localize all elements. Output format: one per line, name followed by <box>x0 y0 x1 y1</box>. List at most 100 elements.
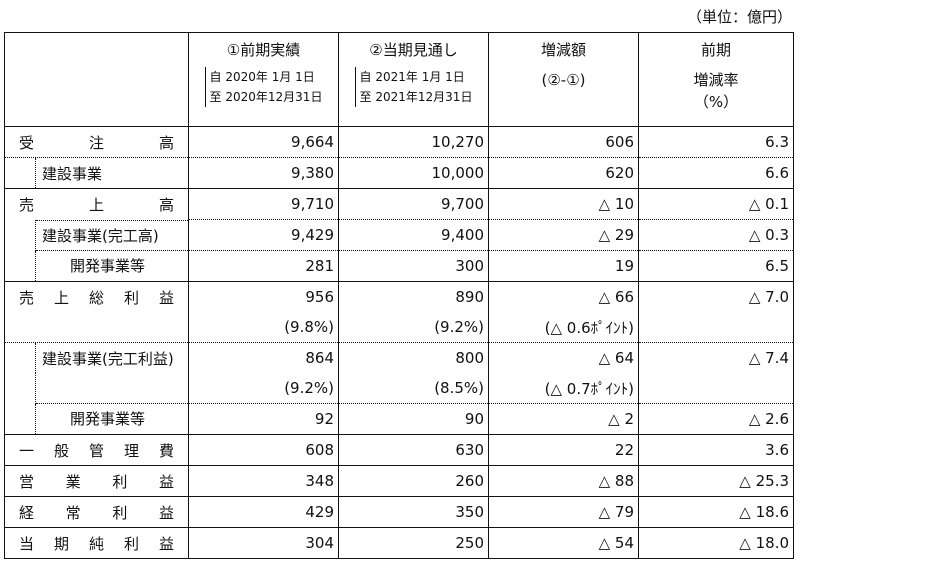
row-label: 開発事業等 <box>4 250 189 282</box>
period-to: 至 2021年12月31日 <box>359 90 473 104</box>
table-row: 売上総利益 956 890 △ 66 △ 7.0 <box>4 281 794 312</box>
header-col1-period: 自 2020年 1月 1日 至 2020年12月31日 <box>204 67 323 107</box>
cell-prior: 281 <box>188 250 339 282</box>
cell-prior: 9,710 <box>188 188 339 220</box>
cell-change: △ 54 <box>488 527 639 559</box>
table-row: 受注高 9,664 10,270 606 6.3 <box>4 126 794 158</box>
table-row: 売上高 9,710 9,700 △ 10 △ 0.1 <box>4 188 794 220</box>
cell-forecast: 9,700 <box>338 188 489 220</box>
cell-forecast: 630 <box>338 434 489 466</box>
cell-rate: △ 25.3 <box>638 465 794 497</box>
row-label: 売上総利益 <box>4 281 189 312</box>
header-col2-title: ②当期見通し <box>369 41 458 59</box>
cell-forecast: 10,000 <box>338 157 489 189</box>
cell-rate-blank <box>638 312 794 343</box>
cell-change: 19 <box>488 250 639 282</box>
cell-rate: △ 18.0 <box>638 527 794 559</box>
cell-prior-pct: (9.8%) <box>188 312 339 343</box>
header-col4-title: 前期 <box>700 41 731 59</box>
row-label: 建設事業(完工高) <box>4 219 189 251</box>
row-label: 当期純利益 <box>4 527 189 559</box>
cell-forecast: 890 <box>338 281 489 312</box>
table-row: 開発事業等 92 90 △ 2 △ 2.6 <box>4 403 794 435</box>
cell-change: △ 88 <box>488 465 639 497</box>
cell-change: △ 66 <box>488 281 639 312</box>
cell-forecast: 9,400 <box>338 219 489 251</box>
header-col4-sub2: （%） <box>693 93 739 111</box>
table-row: 当期純利益 304 250 △ 54 △ 18.0 <box>4 527 794 559</box>
cell-prior: 9,664 <box>188 126 339 158</box>
period-from: 自 2020年 1月 1日 <box>209 70 315 84</box>
cell-prior: 9,380 <box>188 157 339 189</box>
cell-forecast: 350 <box>338 496 489 528</box>
cell-rate: △ 0.3 <box>638 219 794 251</box>
cell-change: △ 10 <box>488 188 639 220</box>
cell-prior: 92 <box>188 403 339 435</box>
cell-change: △ 2 <box>488 403 639 435</box>
table-row: 建設事業 9,380 10,000 620 6.6 <box>4 157 794 189</box>
row-label-cont <box>4 373 189 404</box>
unit-label: （単位：億円） <box>686 8 792 26</box>
table-row-sub: (9.8%) (9.2%) (△ 0.6ﾎﾟｲﾝﾄ) <box>4 312 794 343</box>
cell-forecast: 300 <box>338 250 489 282</box>
table-row: 経常利益 429 350 △ 79 △ 18.6 <box>4 496 794 528</box>
header-blank <box>4 32 189 127</box>
row-label: 建設事業 <box>4 157 189 189</box>
cell-forecast: 250 <box>338 527 489 559</box>
period-to: 至 2020年12月31日 <box>209 90 323 104</box>
table-row: 営業利益 348 260 △ 88 △ 25.3 <box>4 465 794 497</box>
cell-prior: 429 <box>188 496 339 528</box>
row-label: 一般管理費 <box>4 434 189 466</box>
header-row: ①前期実績 自 2020年 1月 1日 至 2020年12月31日 ②当期見通し… <box>4 32 794 127</box>
cell-rate: 3.6 <box>638 434 794 466</box>
cell-prior: 9,429 <box>188 219 339 251</box>
cell-rate: 6.5 <box>638 250 794 282</box>
header-col4-sub1: 増減率 <box>693 71 739 89</box>
cell-change: 606 <box>488 126 639 158</box>
row-label: 売上高 <box>4 188 189 220</box>
table-row: 建設事業(完工利益) 864 800 △ 64 △ 7.4 <box>4 342 794 373</box>
header-col3-title: 増減額 <box>540 41 586 59</box>
row-label: 開発事業等 <box>4 403 189 435</box>
cell-change: 22 <box>488 434 639 466</box>
cell-prior: 956 <box>188 281 339 312</box>
row-label: 受注高 <box>4 126 189 158</box>
period-from: 自 2021年 1月 1日 <box>359 70 465 84</box>
cell-change-pct: (△ 0.7ﾎﾟｲﾝﾄ) <box>488 373 639 404</box>
cell-rate: △ 18.6 <box>638 496 794 528</box>
cell-forecast-pct: (9.2%) <box>338 312 489 343</box>
row-label-cont <box>4 312 189 343</box>
cell-rate: △ 2.6 <box>638 403 794 435</box>
header-col3-sub: (②-①) <box>541 71 586 89</box>
table-row: 建設事業(完工高) 9,429 9,400 △ 29 △ 0.3 <box>4 219 794 251</box>
header-prior-actual: ①前期実績 自 2020年 1月 1日 至 2020年12月31日 <box>188 32 339 127</box>
cell-change: △ 79 <box>488 496 639 528</box>
header-change-amount: 増減額 (②-①) <box>488 32 639 127</box>
cell-prior: 304 <box>188 527 339 559</box>
row-label: 建設事業(完工利益) <box>4 342 189 373</box>
cell-rate: 6.3 <box>638 126 794 158</box>
cell-rate: △ 7.4 <box>638 342 794 373</box>
table-row: 開発事業等 281 300 19 6.5 <box>4 250 794 282</box>
cell-rate: 6.6 <box>638 157 794 189</box>
cell-prior: 608 <box>188 434 339 466</box>
header-current-forecast: ②当期見通し 自 2021年 1月 1日 至 2021年12月31日 <box>338 32 489 127</box>
cell-forecast: 10,270 <box>338 126 489 158</box>
row-label: 経常利益 <box>4 496 189 528</box>
header-col2-period: 自 2021年 1月 1日 至 2021年12月31日 <box>354 67 473 107</box>
cell-change: △ 29 <box>488 219 639 251</box>
cell-forecast: 260 <box>338 465 489 497</box>
cell-rate-blank <box>638 373 794 404</box>
cell-forecast-pct: (8.5%) <box>338 373 489 404</box>
header-change-rate: 前期 増減率 （%） <box>638 32 794 127</box>
cell-forecast: 90 <box>338 403 489 435</box>
cell-rate: △ 7.0 <box>638 281 794 312</box>
header-col1-title: ①前期実績 <box>226 41 301 59</box>
table-row-sub: (9.2%) (8.5%) (△ 0.7ﾎﾟｲﾝﾄ) <box>4 373 794 404</box>
cell-prior: 864 <box>188 342 339 373</box>
table-row: 一般管理費 608 630 22 3.6 <box>4 434 794 466</box>
row-label: 営業利益 <box>4 465 189 497</box>
cell-forecast: 800 <box>338 342 489 373</box>
forecast-table: ①前期実績 自 2020年 1月 1日 至 2020年12月31日 ②当期見通し… <box>4 32 794 559</box>
cell-prior-pct: (9.2%) <box>188 373 339 404</box>
